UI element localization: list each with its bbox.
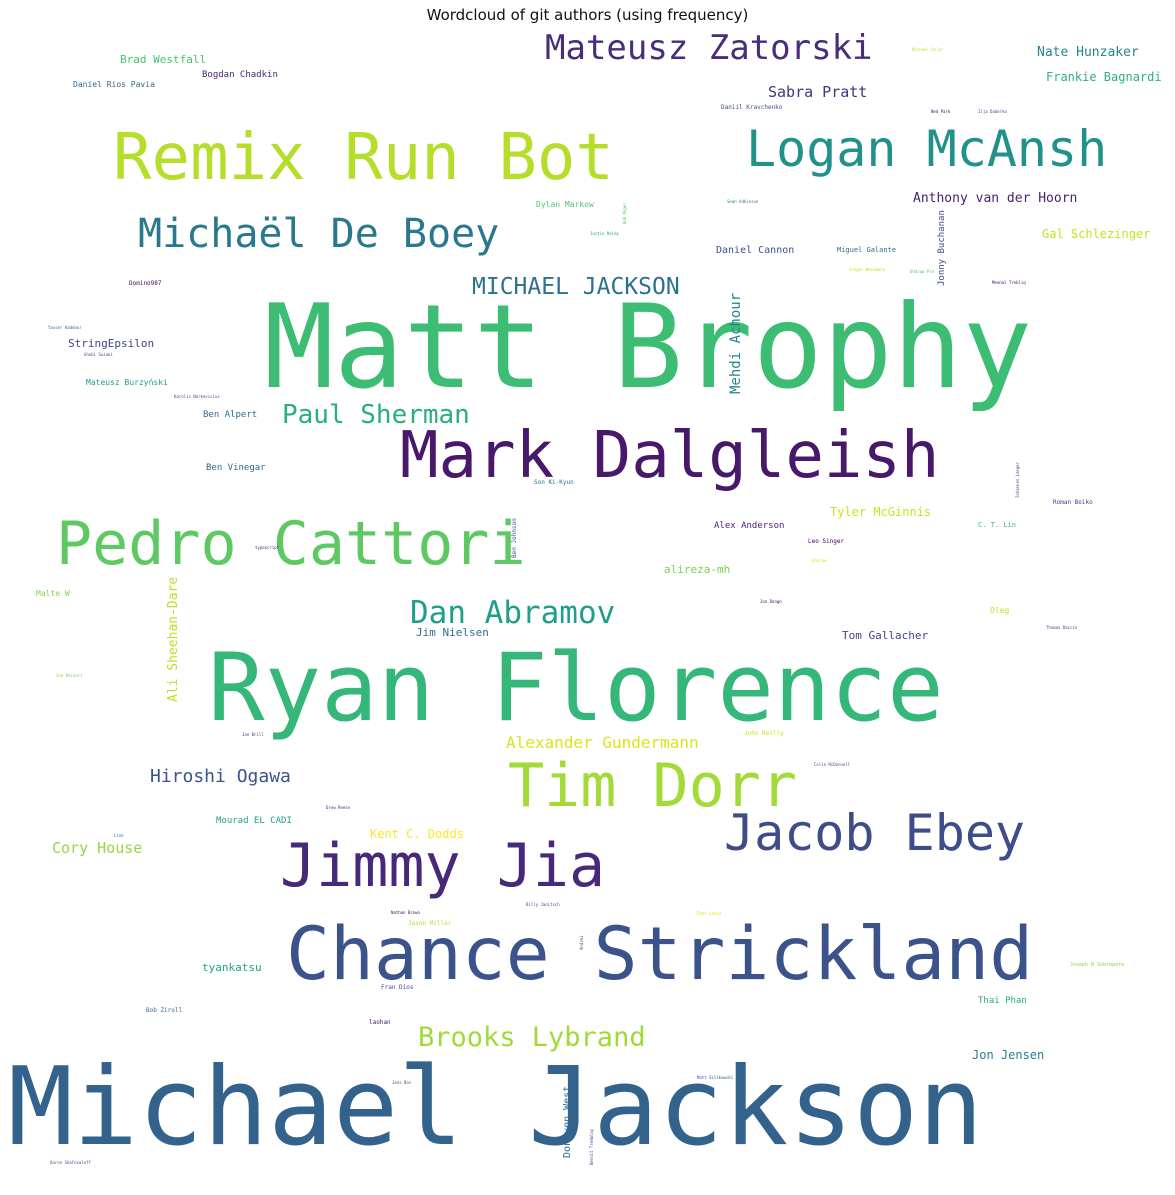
word-remix-run-bot: Remix Run Bot	[113, 121, 614, 195]
word-ben-vinegar: Ben Vinegar	[206, 463, 266, 473]
word-karolis-narkevicius: Karolis Narkevicius	[174, 394, 220, 399]
word-jon-dengo: Jon Dengo	[760, 599, 782, 604]
word-typescript: typescript	[255, 545, 280, 550]
word-bogdan-chadkin: Bogdan Chadkin	[202, 70, 278, 80]
word-oleg: Oleg	[990, 606, 1010, 615]
word-malte-w: Malte W	[36, 589, 70, 598]
word-son-ki-kyun: Son Ki-Kyun	[534, 479, 574, 486]
word-ct-lin: C. T. Lin	[978, 521, 1016, 529]
word-jon-jensen: Jon Jensen	[972, 1048, 1045, 1062]
word-michael-jackson-caps: MICHAEL JACKSON	[472, 274, 680, 300]
word-drew-reese: Drew Reese	[326, 805, 351, 810]
word-thai-phan: Thai Phan	[978, 996, 1027, 1006]
word-tyankatsu: tyankatsu	[202, 961, 262, 974]
word-john-reilly: John Reilly	[744, 730, 784, 737]
word-cloud: Michael Jackson Matt Brophy Ryan Florenc…	[0, 28, 1175, 1195]
word-jason-miller: Jason Miller	[408, 920, 452, 927]
word-dylan-markow: Dylan Markow	[536, 200, 594, 209]
word-alex-anderson: Alex Anderson	[714, 521, 785, 531]
word-joe-brill: Joe Brill	[242, 732, 264, 737]
word-johannes-langer: Johannes Langer	[1015, 461, 1020, 498]
chart-title: Wordcloud of git authors (using frequenc…	[426, 6, 749, 24]
word-michael-jackson: Michael Jackson	[8, 1045, 984, 1170]
word-jacob-ebey: Jacob Ebey	[724, 804, 1026, 862]
word-miguel-galante: Miguel Galante	[837, 246, 897, 254]
word-gal-schlezinger: Gal Schlezinger	[1042, 227, 1151, 241]
word-tim-dorr: Tim Dorr	[508, 751, 797, 821]
word-sabra-pratt: Sabra Pratt	[768, 83, 868, 101]
word-undraw: Undraw	[812, 558, 827, 563]
word-brooks-lybrand: Brooks Lybrand	[418, 1022, 646, 1053]
word-colin-mcdonnell: Colin McDonnell	[814, 762, 851, 767]
word-ben-johnson: Ben Johnson	[511, 518, 518, 558]
word-justin-reidy: Justin Reidy	[590, 231, 619, 236]
word-fran-dios: Fran Dios	[381, 984, 414, 991]
word-sean-adkinson: Sean Adkinson	[727, 199, 759, 204]
word-meenal-trebliq: Meenal Trebliq	[992, 280, 1026, 285]
word-cory-house: Cory House	[52, 839, 143, 857]
word-yasser-kaddour: Yasser Kaddour	[48, 325, 82, 330]
word-jimmy-jia: Jimmy Jia	[280, 831, 606, 901]
word-gregor-weinmann: Gregor Weinmann	[849, 267, 886, 272]
word-billy-janitsch: Billy Janitsch	[526, 902, 560, 907]
word-frankie-bagnardi: Frankie Bagnardi	[1046, 70, 1162, 84]
word-nathan-brown: Nathan Brown	[391, 910, 420, 915]
word-michael-oxler: Michael Oxler	[912, 47, 944, 52]
word-matt-szlikowski: Matt Szlikowski	[697, 1075, 734, 1080]
word-mark-dalgleish: Mark Dalgleish	[400, 419, 940, 493]
word-ghobi-suzuki: Ghobi Suzuki	[84, 352, 113, 357]
word-benoit-tremblay: Benoit Tremblay	[589, 1128, 594, 1165]
word-ned-park: Ned Park	[931, 109, 951, 114]
word-domino987: Domino987	[129, 280, 162, 287]
word-alireza-mh: alireza-mh	[664, 563, 731, 576]
word-andrei: Andrei	[579, 935, 584, 950]
word-daniil-kravchenko: Daniil Kravchenko	[721, 104, 783, 111]
word-mateusz-burzynski: Mateusz Burzyński	[86, 378, 168, 387]
word-kent-c-dodds: Kent C. Dodds	[370, 827, 464, 841]
word-chance-strickland: Chance Strickland	[286, 912, 1034, 997]
word-nate-hunzaker: Nate Hunzaker	[1037, 45, 1139, 60]
word-dan-abramov: Dan Abramov	[410, 595, 616, 631]
word-brad-westfall: Brad Westfall	[120, 53, 207, 66]
word-laohan: laohan	[369, 1019, 391, 1026]
word-mourad-el-cadi: Mourad EL CADI	[216, 816, 292, 826]
word-undraw-pro: Undraw Pro	[910, 269, 935, 274]
word-roman-boiko: Roman Boiko	[1053, 499, 1093, 506]
word-ben-alpert: Ben Alpert	[203, 410, 258, 420]
word-ali-sheehan-dare: Ali Sheehan-Dare	[166, 576, 181, 702]
word-tyler-mcginnis: Tyler McGinnis	[830, 505, 932, 519]
word-thomas-daccin: Thomas Daccin	[1046, 625, 1078, 630]
word-joseph-w-sobrepere: Joseph W Sobrepere	[1070, 962, 1125, 968]
word-hiroshi-ogawa: Hiroshi Ogawa	[150, 766, 291, 787]
word-leo-singer: Leo Singer	[808, 538, 845, 545]
word-ryan-florence: Ryan Florence	[208, 634, 944, 743]
word-bob-ziroll: Bob Ziroll	[146, 1007, 183, 1014]
word-pedro-cattori: Pedro Cattori	[56, 509, 526, 579]
word-logan-mcansh: Logan McAnsh	[746, 120, 1108, 178]
word-daniel-rios-pavia: Daniel Rios Pavia	[73, 80, 155, 89]
word-aaron-shafovaloff: Aaron Shafovaloff	[50, 1160, 91, 1165]
word-jon-reinert: Jon Reinert	[56, 673, 83, 678]
word-alexander-gundermann: Alexander Gundermann	[506, 733, 699, 752]
word-donavon-west: Donavon West	[562, 1085, 573, 1158]
word-jonny-buchanan: Jonny Buchanan	[937, 210, 947, 286]
word-matt-brophy: Matt Brophy	[264, 280, 1033, 415]
word-mehdi-achour: Mehdi Achour	[728, 292, 744, 394]
word-link: Link	[114, 833, 124, 838]
word-michael-de-boey: Michaël De Boey	[138, 211, 500, 257]
word-anthony-van-der-hoorn: Anthony van der Hoorn	[913, 191, 1078, 206]
word-jens-bos: Jens Bos	[392, 1080, 412, 1085]
word-bob-roger: Bob Roger	[622, 202, 627, 224]
word-tom-gallacher: Tom Gallacher	[842, 629, 929, 642]
word-stringepsilon: StringEpsilon	[68, 337, 155, 350]
word-ilja-daderko: Ilja Daderko	[978, 109, 1007, 114]
word-daniel-cannon: Daniel Cannon	[716, 245, 795, 256]
word-dan-levy: Dan Levy	[697, 911, 722, 917]
word-paul-sherman: Paul Sherman	[282, 400, 470, 430]
word-jim-nielsen: Jim Nielsen	[416, 626, 489, 639]
word-mateusz-zatorski: Mateusz Zatorski	[545, 28, 873, 68]
